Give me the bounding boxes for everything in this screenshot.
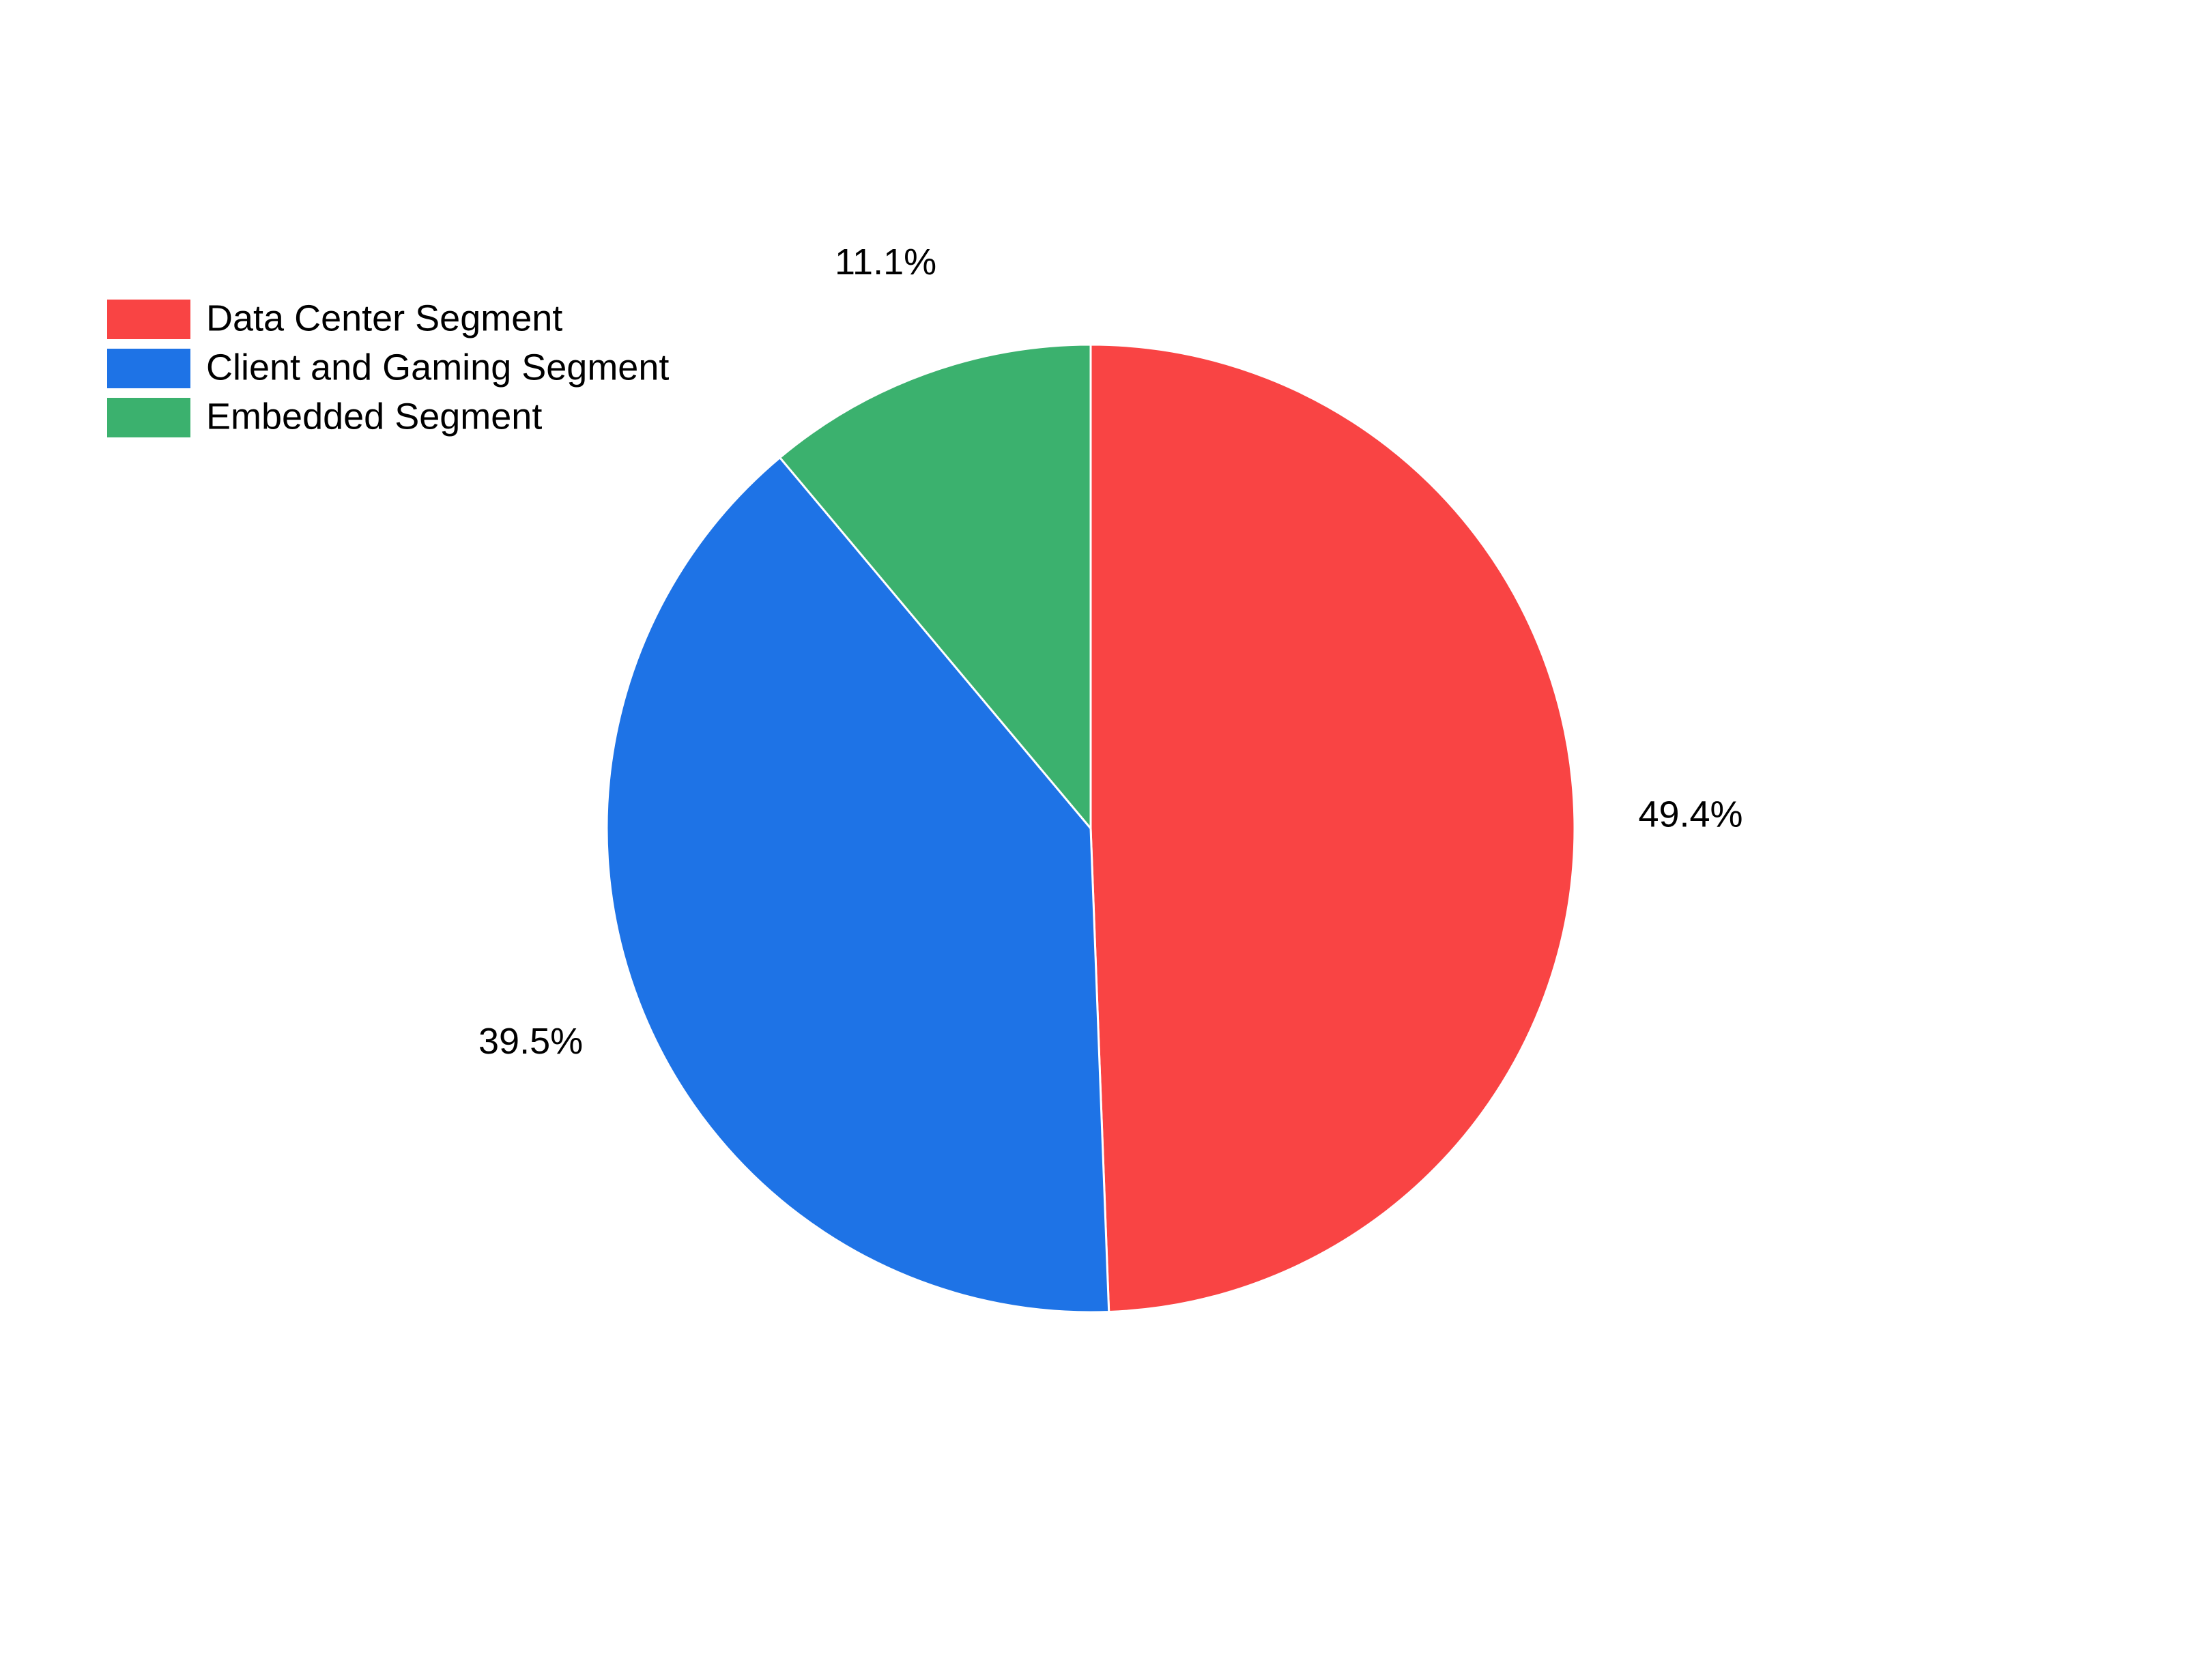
- pie-slice: [1089, 343, 1576, 1314]
- legend-label: Embedded Segment: [206, 396, 542, 437]
- legend-swatch: [107, 349, 190, 388]
- legend-swatch: [107, 398, 190, 437]
- data-label: 11.1%: [835, 242, 936, 283]
- legend-label: Client and Gaming Segment: [206, 347, 669, 388]
- legend-label: Data Center Segment: [206, 298, 562, 338]
- pie-slice: [778, 343, 1092, 832]
- data-label: 39.5%: [478, 1021, 583, 1062]
- pie-slice: [605, 456, 1110, 1314]
- data-label: 49.4%: [1638, 794, 1742, 835]
- legend-swatch: [107, 300, 190, 339]
